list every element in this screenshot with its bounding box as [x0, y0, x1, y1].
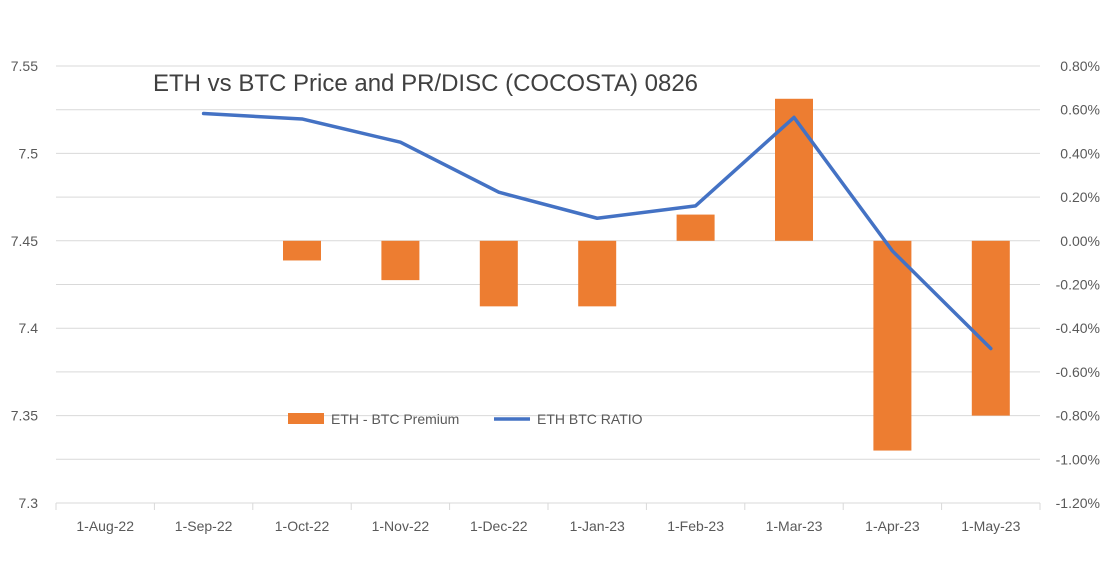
left-tick-label: 7.3: [19, 495, 39, 511]
bar-1-Jan-23: [578, 240, 617, 307]
x-tick-label: 1-Aug-22: [76, 518, 134, 534]
x-tick-label: 1-Nov-22: [372, 518, 430, 534]
ratio-line: [201, 111, 993, 351]
x-tick-label: 1-Sep-22: [175, 518, 233, 534]
gridlines: [56, 65, 1040, 504]
left-tick-label: 7.35: [11, 408, 38, 424]
right-tick-label: 0.40%: [1060, 145, 1100, 161]
right-tick-label: 0.80%: [1060, 58, 1100, 74]
x-axis: 1-Aug-22 1-Sep-22 1-Oct-22 1-Nov-22 1-Dec-22…: [55, 503, 1041, 534]
legend: ETH - BTC Premium ETH BTC RATIO: [288, 411, 643, 427]
bar-1-Mar-23: [775, 98, 813, 241]
legend-label-ratio: ETH BTC RATIO: [537, 411, 643, 427]
x-tick-label: 1-Mar-23: [766, 518, 823, 534]
x-tick-label: 1-Feb-23: [667, 518, 724, 534]
bar-1-Dec-22: [479, 240, 518, 307]
ratio-line-group: [201, 111, 993, 351]
right-tick-label: -1.00%: [1056, 451, 1100, 467]
premium-bars: [283, 98, 1010, 451]
right-tick-label: 0.20%: [1060, 189, 1100, 205]
right-tick-label: -0.60%: [1056, 364, 1100, 380]
legend-label-premium: ETH - BTC Premium: [331, 411, 459, 427]
left-tick-label: 7.55: [11, 58, 38, 74]
x-tick-label: 1-Jan-23: [570, 518, 625, 534]
x-tick-label: 1-Oct-22: [275, 518, 330, 534]
left-tick-label: 7.5: [19, 145, 39, 161]
x-tick-label: 1-May-23: [961, 518, 1020, 534]
chart-title: ETH vs BTC Price and PR/DISC (COCOSTA) 0…: [153, 70, 698, 97]
right-tick-label: -0.80%: [1056, 408, 1100, 424]
right-axis: -1.20% -1.00% -0.80% -0.60% -0.40% -0.20% 0.00…: [1056, 58, 1100, 511]
legend-swatch-premium: [288, 413, 324, 424]
left-tick-label: 7.4: [19, 320, 39, 336]
right-tick-label: -0.20%: [1056, 277, 1100, 293]
bar-1-Oct-22: [283, 240, 321, 261]
left-axis: 7.3 7.35 7.4 7.45 7.5 7.55: [11, 58, 38, 511]
left-tick-label: 7.45: [11, 233, 38, 249]
right-tick-label: -1.20%: [1056, 495, 1100, 511]
bar-1-Feb-23: [676, 214, 715, 241]
right-tick-label: 0.60%: [1060, 102, 1100, 118]
x-tick-label: 1-Dec-22: [470, 518, 528, 534]
bar-1-May-23: [971, 240, 1010, 416]
right-tick-label: -0.40%: [1056, 320, 1100, 336]
bar-1-Apr-23: [873, 240, 912, 451]
right-tick-label: 0.00%: [1060, 233, 1100, 249]
bar-1-Nov-22: [381, 240, 420, 281]
x-tick-label: 1-Apr-23: [865, 518, 920, 534]
